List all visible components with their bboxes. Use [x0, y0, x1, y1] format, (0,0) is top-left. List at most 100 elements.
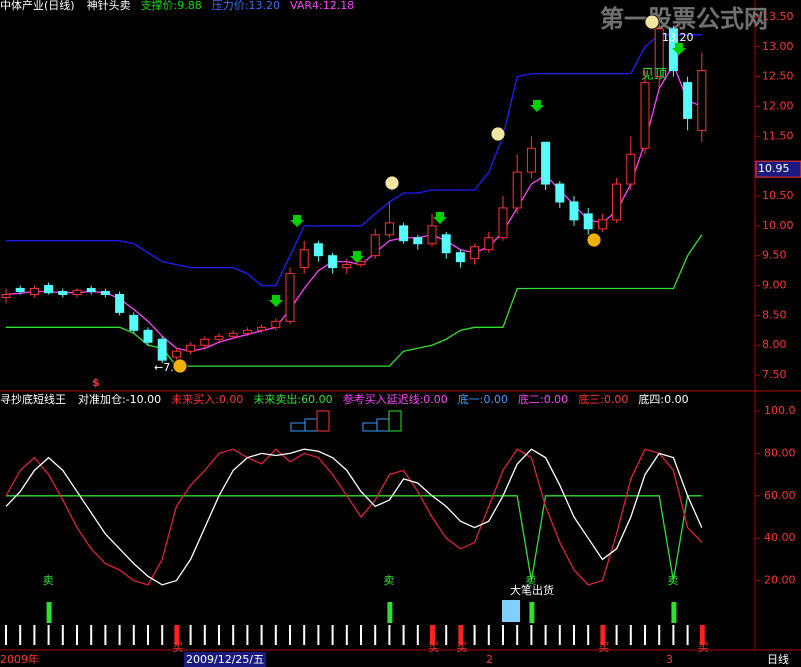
sell-label: 卖 — [525, 574, 536, 587]
candle-body — [271, 320, 281, 328]
buy-label: 买 — [428, 641, 439, 654]
candle-body — [583, 213, 593, 230]
candle-body — [541, 141, 551, 185]
header-item: 神针头卖 — [87, 0, 131, 12]
buy-label: 买 — [698, 641, 709, 654]
boxes — [290, 410, 520, 622]
sell-bar — [529, 602, 535, 623]
frown-icon — [172, 358, 188, 374]
candle-body — [44, 285, 54, 294]
panel-title: 中体产业(日线) — [0, 0, 75, 12]
candle-body — [498, 207, 508, 239]
buy-label: 买 — [172, 641, 183, 654]
candle-body — [612, 183, 622, 221]
y-tick-label: 40.00 — [764, 531, 796, 544]
sell-label: 卖 — [383, 574, 394, 587]
candle-body — [512, 171, 522, 209]
annotation: $ — [92, 376, 100, 389]
candle-body — [654, 28, 664, 78]
indicator-line — [6, 495, 702, 581]
candle-body — [470, 246, 480, 260]
y-tick-label: 7.50 — [762, 368, 787, 381]
panel-title: 寻抄底短线王 — [0, 392, 66, 406]
candle-body — [427, 225, 437, 245]
candle-body — [228, 332, 238, 337]
candle-body — [569, 201, 579, 221]
buy-label: 买 — [456, 641, 467, 654]
header-item: 底二:0.00 — [518, 392, 568, 406]
candle-body — [285, 273, 295, 322]
smiley-icon — [384, 175, 400, 191]
down-arrow — [672, 43, 686, 55]
candle-body — [1, 293, 11, 298]
y-tick-label: 13.50 — [762, 10, 794, 23]
candle-body — [555, 183, 565, 203]
buy-bar — [600, 625, 606, 645]
header-item: 参考买入延迟线:0.00 — [343, 392, 448, 406]
sell-label: 卖 — [43, 574, 54, 587]
sell-bar — [671, 602, 677, 623]
candle-body — [157, 338, 167, 361]
y-tick-label: 8.50 — [762, 308, 787, 321]
candle-body — [115, 293, 125, 313]
box-icon — [316, 410, 330, 432]
candle-body — [214, 335, 224, 340]
header-item: 未来买入:0.00 — [171, 393, 243, 406]
y-tick-label: 13.00 — [762, 40, 794, 53]
header-item: VAR4:12.18 — [290, 0, 354, 12]
arrows — [269, 43, 686, 307]
candle-body — [526, 147, 536, 173]
candle-body — [597, 219, 607, 230]
indicator-line — [5, 448, 703, 586]
candle-body — [100, 291, 110, 295]
candle-body — [242, 329, 252, 334]
date-label: 2 — [486, 653, 493, 666]
buy-label: 买 — [598, 641, 609, 654]
y-tick-label: 9.00 — [762, 279, 787, 292]
watermark: 第一股票公式网 — [600, 5, 768, 33]
candle-body — [370, 234, 380, 257]
y-tick-label: 11.50 — [762, 129, 794, 142]
candle-body — [399, 225, 409, 242]
y-tick-label: 9.50 — [762, 249, 787, 262]
down-arrow — [350, 251, 364, 263]
header-item: 未来卖出:60.00 — [253, 392, 332, 406]
date-label: 3 — [666, 653, 673, 666]
cursor-value: 10.95 — [758, 162, 790, 175]
buy-bar — [699, 625, 705, 645]
y-tick-label: 100.0 — [764, 404, 796, 417]
y-tick-label: 10.50 — [762, 189, 794, 202]
candle-body — [299, 249, 309, 269]
down-arrow — [290, 215, 304, 227]
candle-body — [413, 237, 423, 245]
smiley-icon — [490, 126, 506, 142]
candle-body — [384, 222, 394, 236]
y-tick-label: 8.00 — [762, 338, 787, 351]
candle-body — [15, 288, 25, 293]
candle-body — [626, 153, 636, 185]
candle-body — [257, 326, 267, 331]
candle-body — [683, 82, 693, 119]
candle-body — [72, 289, 82, 295]
down-arrow — [433, 212, 447, 224]
header-item: 压力价:13.20 — [212, 0, 280, 12]
indicator-line — [6, 234, 703, 367]
cursor-box — [755, 160, 801, 178]
candle-body — [455, 252, 465, 263]
buy-bar — [458, 625, 464, 645]
candle-body — [129, 314, 139, 331]
sell-bar — [46, 602, 52, 623]
box-icon — [388, 410, 402, 432]
y-tick-label: 10.00 — [762, 219, 794, 232]
indicator-line — [6, 34, 702, 287]
y-tick-label: 20.00 — [764, 574, 796, 587]
date-highlight — [184, 652, 266, 667]
header-item: 底一:0.00 — [458, 392, 508, 406]
frown-icon — [586, 232, 602, 248]
header-item: 对准加仓:-10.00 — [78, 392, 161, 406]
header-item: 支撑价:9.88 — [141, 0, 202, 12]
annotation: 13.20 — [662, 31, 694, 44]
indicator-line — [5, 448, 703, 586]
